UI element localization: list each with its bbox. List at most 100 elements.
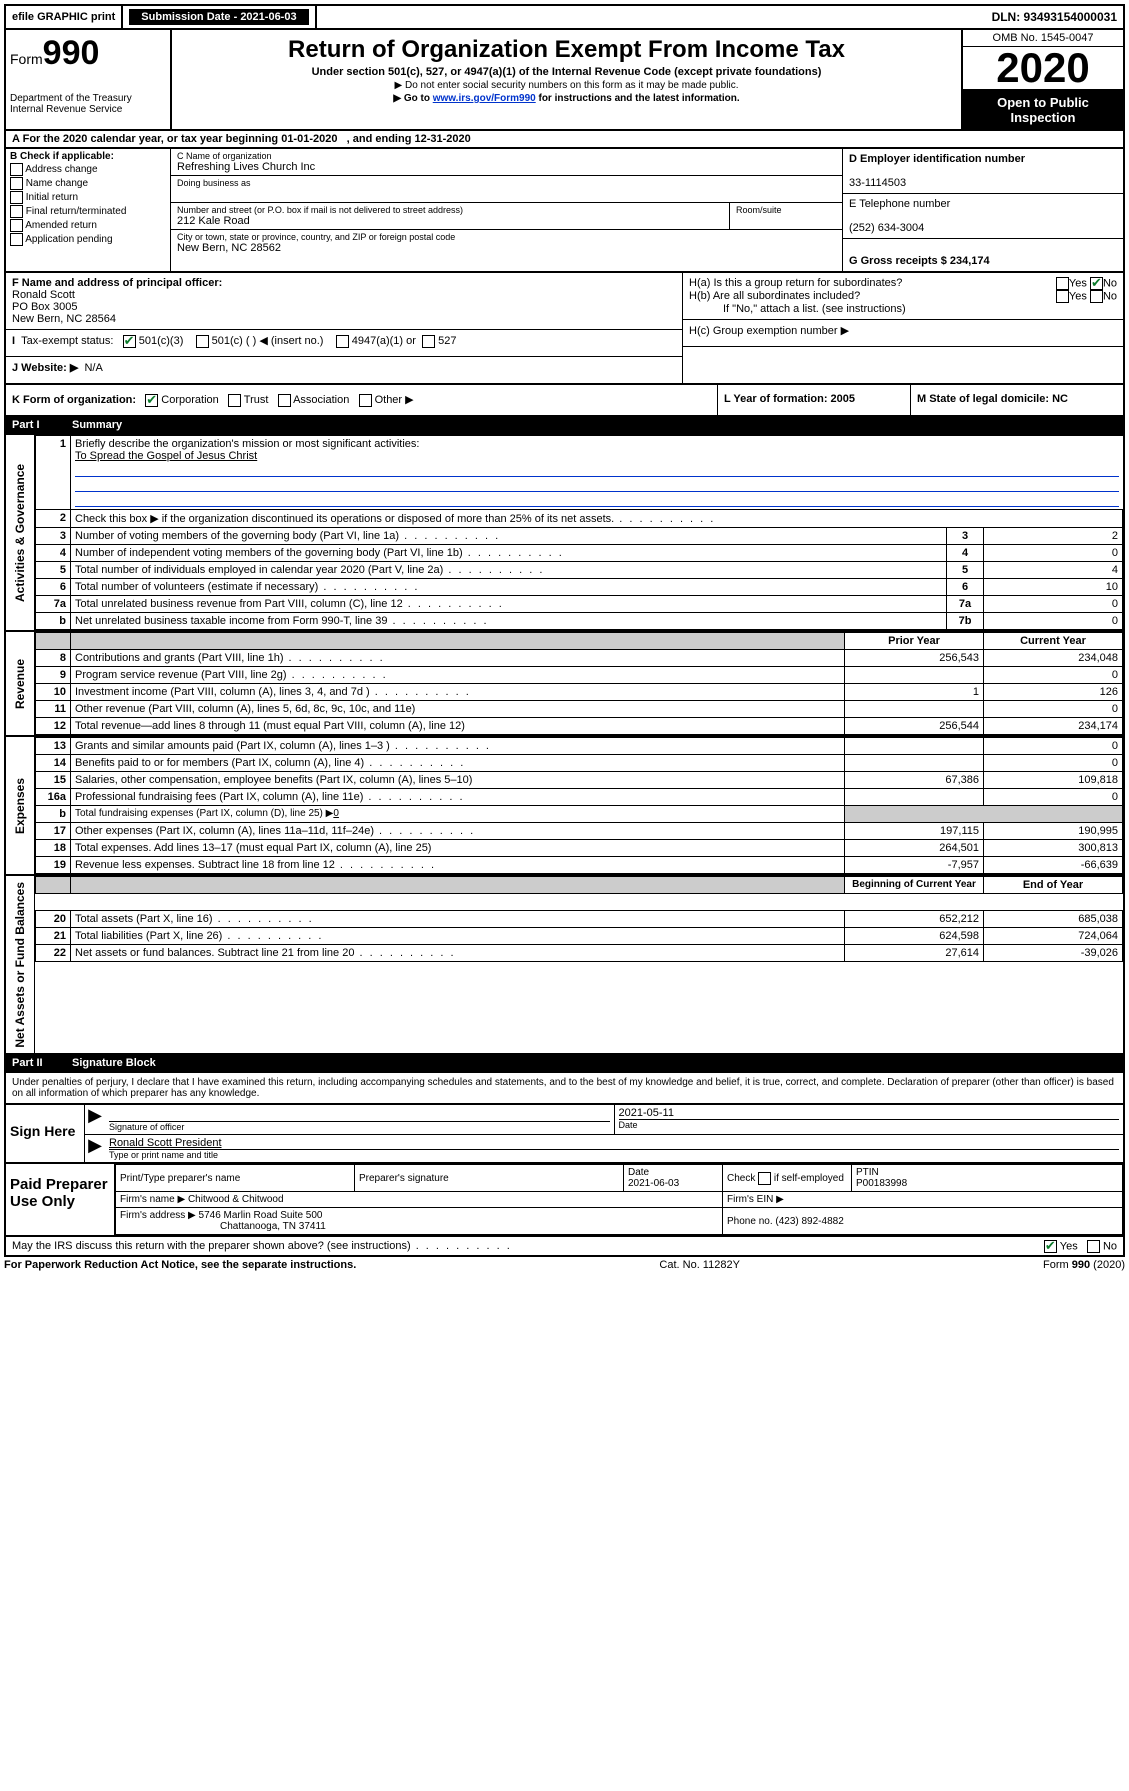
ein-cell: D Employer identification number 33-1114… bbox=[843, 149, 1123, 194]
footer-right: Form 990 (2020) bbox=[1043, 1259, 1125, 1271]
chk-initial[interactable]: Initial return bbox=[10, 191, 166, 204]
info-grid: B Check if applicable: Address change Na… bbox=[4, 149, 1125, 273]
part-1-label: Part I bbox=[12, 419, 72, 431]
side-exp: Expenses bbox=[6, 737, 35, 874]
efile-label: efile GRAPHIC print bbox=[6, 6, 123, 28]
chk-trust[interactable] bbox=[228, 394, 241, 407]
hc-row: H(c) Group exemption number ▶ bbox=[683, 320, 1123, 347]
part-1-header: Part I Summary bbox=[4, 417, 1125, 435]
org-name-cell: C Name of organization Refreshing Lives … bbox=[171, 149, 842, 176]
summary-exp: Expenses 13Grants and similar amounts pa… bbox=[4, 737, 1125, 876]
note-2: ▶ Go to www.irs.gov/Form990 for instruct… bbox=[176, 93, 957, 104]
principal-officer: F Name and address of principal officer:… bbox=[6, 273, 682, 330]
gross-receipts: G Gross receipts $ 234,174 bbox=[843, 239, 1123, 271]
summary-gov: Activities & Governance 1 Briefly descri… bbox=[4, 435, 1125, 632]
dba-label: Doing business as bbox=[177, 178, 836, 188]
paid-preparer: Paid Preparer Use Only Print/Type prepar… bbox=[4, 1164, 1125, 1237]
addr-label: Number and street (or P.O. box if mail i… bbox=[177, 205, 723, 215]
period-row: A For the 2020 calendar year, or tax yea… bbox=[4, 131, 1125, 149]
exp-table: 13Grants and similar amounts paid (Part … bbox=[35, 737, 1123, 874]
col-b: B Check if applicable: Address change Na… bbox=[6, 149, 171, 271]
chk-ha-no[interactable] bbox=[1090, 277, 1103, 290]
discuss-row: May the IRS discuss this return with the… bbox=[4, 1237, 1125, 1257]
chk-other[interactable] bbox=[359, 394, 372, 407]
net-table: Beginning of Current YearEnd of Year 20T… bbox=[35, 876, 1123, 962]
ein-value: 33-1114503 bbox=[849, 177, 906, 189]
part-2-label: Part II bbox=[12, 1057, 72, 1069]
k-l-m-row: K Form of organization: Corporation Trus… bbox=[4, 385, 1125, 417]
chk-corp[interactable] bbox=[145, 394, 158, 407]
ig2-right: H(a) Is this a group return for subordin… bbox=[683, 273, 1123, 383]
form-990-label: Form990 bbox=[10, 34, 166, 73]
phone-cell: E Telephone number (252) 634-3004 bbox=[843, 194, 1123, 239]
header-center: Return of Organization Exempt From Incom… bbox=[172, 30, 961, 129]
sign-here-label: Sign Here bbox=[6, 1105, 85, 1162]
sig-officer-label: Signature of officer bbox=[109, 1121, 610, 1132]
check-b-header: B Check if applicable: bbox=[10, 151, 114, 162]
chk-501c3[interactable] bbox=[123, 335, 136, 348]
city-cell: City or town, state or province, country… bbox=[171, 230, 842, 256]
footer: For Paperwork Reduction Act Notice, see … bbox=[4, 1257, 1125, 1273]
header: Form990 Department of the Treasury Inter… bbox=[4, 30, 1125, 131]
officer-name-title: Ronald Scott President bbox=[109, 1137, 1119, 1149]
spacer bbox=[317, 6, 986, 28]
rev-table: Prior YearCurrent Year 8Contributions an… bbox=[35, 632, 1123, 735]
instructions-link[interactable]: www.irs.gov/Form990 bbox=[433, 93, 536, 104]
addr-row: Number and street (or P.O. box if mail i… bbox=[171, 203, 842, 230]
submission-date: Submission Date - 2021-06-03 bbox=[123, 6, 316, 28]
preparer-table: Print/Type preparer's name Preparer's si… bbox=[115, 1164, 1123, 1235]
chk-4947[interactable] bbox=[336, 335, 349, 348]
footer-left: For Paperwork Reduction Act Notice, see … bbox=[4, 1259, 356, 1271]
dln: DLN: 93493154000031 bbox=[986, 6, 1123, 28]
mission-text: To Spread the Gospel of Jesus Christ bbox=[75, 450, 257, 462]
side-net: Net Assets or Fund Balances bbox=[6, 876, 35, 1054]
irs-label: Internal Revenue Service bbox=[10, 104, 166, 115]
city-value: New Bern, NC 28562 bbox=[177, 242, 836, 254]
part-2-title: Signature Block bbox=[72, 1057, 156, 1069]
chk-amended[interactable]: Amended return bbox=[10, 219, 166, 232]
chk-address[interactable]: Address change bbox=[10, 163, 166, 176]
col-c: C Name of organization Refreshing Lives … bbox=[171, 149, 843, 271]
chk-ha-yes[interactable] bbox=[1056, 277, 1069, 290]
chk-self-emp[interactable] bbox=[758, 1172, 771, 1185]
part-2-header: Part II Signature Block bbox=[4, 1055, 1125, 1073]
part-1-title: Summary bbox=[72, 419, 122, 431]
h-section: H(a) Is this a group return for subordin… bbox=[683, 273, 1123, 320]
k-org-form: K Form of organization: Corporation Trus… bbox=[6, 385, 718, 415]
paid-prep-label: Paid Preparer Use Only bbox=[6, 1164, 115, 1235]
name-title-label: Type or print name and title bbox=[109, 1149, 1119, 1160]
chk-assoc[interactable] bbox=[278, 394, 291, 407]
tax-exempt-status: I Tax-exempt status: 501(c)(3) 501(c) ( … bbox=[6, 330, 682, 357]
room-suite: Room/suite bbox=[730, 203, 842, 229]
arrow-icon: ▶ bbox=[85, 1105, 105, 1134]
chk-527[interactable] bbox=[422, 335, 435, 348]
chk-discuss-yes[interactable] bbox=[1044, 1240, 1057, 1253]
org-name: Refreshing Lives Church Inc bbox=[177, 161, 836, 173]
chk-final[interactable]: Final return/terminated bbox=[10, 205, 166, 218]
chk-hb-no[interactable] bbox=[1090, 290, 1103, 303]
sign-here: Sign Here ▶ Signature of officer 2021-05… bbox=[4, 1105, 1125, 1164]
header-left: Form990 Department of the Treasury Inter… bbox=[6, 30, 172, 129]
website-row: J Website: ▶ N/A bbox=[6, 357, 682, 383]
sign-date-label: Date bbox=[619, 1119, 1120, 1130]
chk-discuss-no[interactable] bbox=[1087, 1240, 1100, 1253]
dept-label: Department of the Treasury bbox=[10, 93, 166, 104]
col-d: D Employer identification number 33-1114… bbox=[843, 149, 1123, 271]
side-gov: Activities & Governance bbox=[6, 435, 35, 630]
m-state: M State of legal domicile: NC bbox=[911, 385, 1123, 415]
chk-application[interactable]: Application pending bbox=[10, 233, 166, 246]
l-year: L Year of formation: 2005 bbox=[718, 385, 911, 415]
perjury-text: Under penalties of perjury, I declare th… bbox=[4, 1073, 1125, 1105]
summary-net: Net Assets or Fund Balances Beginning of… bbox=[4, 876, 1125, 1056]
header-right: OMB No. 1545-0047 2020 Open to Public In… bbox=[961, 30, 1123, 129]
hc-spacer bbox=[683, 347, 1123, 375]
chk-501c[interactable] bbox=[196, 335, 209, 348]
open-public: Open to Public Inspection bbox=[963, 91, 1123, 129]
chk-name[interactable]: Name change bbox=[10, 177, 166, 190]
dba-cell: Doing business as bbox=[171, 176, 842, 203]
footer-mid: Cat. No. 11282Y bbox=[659, 1259, 740, 1271]
phone-label: E Telephone number bbox=[849, 198, 950, 210]
summary-rev: Revenue Prior YearCurrent Year 8Contribu… bbox=[4, 632, 1125, 737]
chk-hb-yes[interactable] bbox=[1056, 290, 1069, 303]
phone-value: (252) 634-3004 bbox=[849, 222, 924, 234]
